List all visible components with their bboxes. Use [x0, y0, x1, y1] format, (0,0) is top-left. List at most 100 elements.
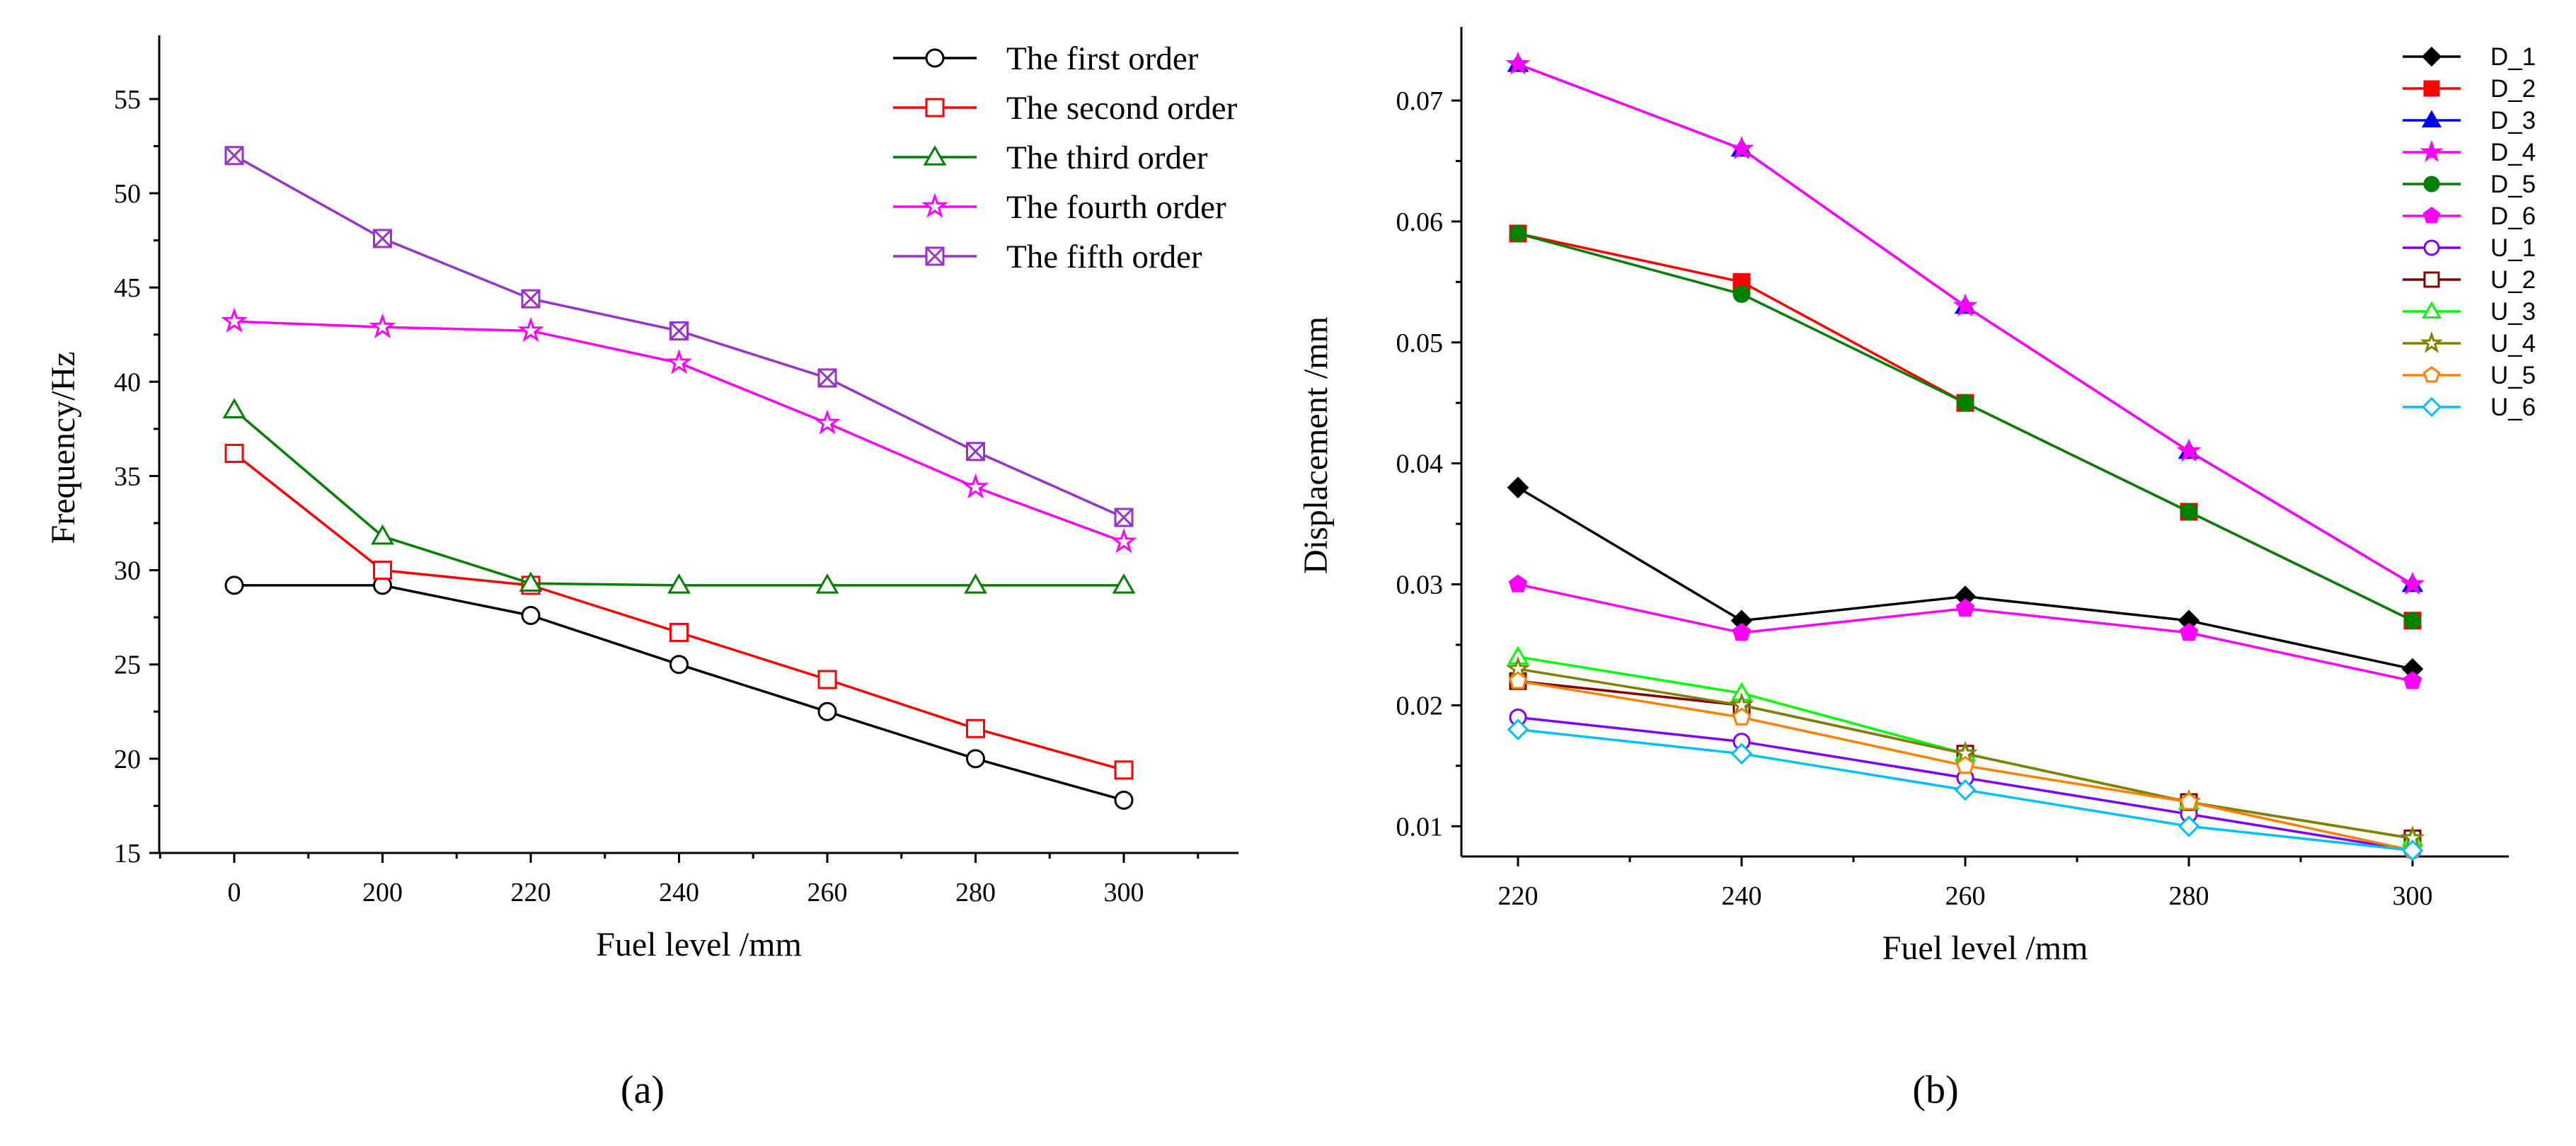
x-tick-label: 280 [955, 878, 996, 907]
legend-marker [2421, 396, 2442, 418]
x-tick-label: 300 [1104, 878, 1144, 907]
data-point [1955, 755, 1975, 774]
x-tick-label: 300 [2393, 881, 2433, 911]
data-point [665, 349, 693, 374]
data-point [1110, 527, 1137, 554]
y-tick-label: 0.03 [1396, 571, 1444, 600]
x-tick-label: 260 [807, 878, 848, 907]
data-point [817, 670, 837, 689]
y-tick-label: 0.04 [1396, 449, 1444, 479]
y-tick-label: 35 [114, 462, 141, 491]
legend-item: D_5 [2403, 171, 2536, 198]
y-tick-label: 40 [114, 367, 141, 397]
data-point [224, 146, 244, 166]
x-tick-label: 240 [659, 878, 699, 907]
x-tick-label: 280 [2169, 881, 2209, 911]
legend-item: U_5 [2403, 362, 2536, 389]
marker-cross [925, 246, 945, 266]
legend-marker [2421, 46, 2442, 67]
x-tick-label: 260 [1945, 881, 1986, 911]
legend-marker [2420, 139, 2444, 162]
legend-label: The second order [1006, 90, 1238, 127]
legend-label: U_6 [2490, 394, 2536, 421]
legend-item: D_2 [2403, 75, 2536, 103]
data-point [817, 368, 837, 388]
legend-marker [2423, 239, 2440, 256]
y-tick-label: 30 [114, 556, 141, 586]
legend-item: U_4 [2403, 330, 2536, 357]
data-point [669, 622, 689, 642]
y-tick-label: 55 [114, 85, 141, 115]
legend-marker [2422, 207, 2441, 224]
legend-label: U_3 [2490, 298, 2536, 326]
data-point [669, 321, 689, 340]
data-point [1953, 293, 1978, 317]
data-point [2403, 612, 2422, 630]
legend-label: The fourth order [1006, 189, 1226, 226]
legend-item: D_3 [2403, 107, 2536, 134]
legend-marker [925, 48, 945, 68]
legend: D_1 D_2 D_3 D_4 D_5 D_6 U_1 U_2 U_3 U_4 U_5 U_6 [2403, 43, 2536, 421]
legend-label: U_2 [2490, 266, 2536, 294]
x-tick-label: 220 [511, 878, 551, 907]
y-tick-label: 0.01 [1396, 812, 1444, 842]
legend-item: D_6 [2403, 202, 2536, 230]
data-point [815, 573, 839, 594]
series-the-fifth-order [224, 146, 1134, 527]
x-tick-label: 200 [362, 878, 403, 907]
data-point [1114, 790, 1134, 810]
series-line [1517, 63, 2413, 586]
data-point [1729, 135, 1754, 160]
y-axis-title: Displacement /mm [1297, 316, 1335, 574]
legend-item: The fourth order [893, 189, 1226, 226]
chart-panel-b: 0.01 0.02 0.03 0.04 0.05 0.06 0.07 220 240 260 280… [1297, 27, 2536, 1112]
legend-item: U_1 [2403, 234, 2536, 262]
data-point [2180, 503, 2198, 521]
series-d_6 [1508, 574, 2422, 689]
legend-item: The second order [893, 90, 1238, 127]
panel-label: (b) [1912, 1068, 1958, 1112]
legend-marker [2422, 366, 2441, 383]
legend-marker [2421, 110, 2442, 127]
data-point [224, 443, 244, 463]
data-point [1954, 779, 1977, 801]
data-point [2403, 671, 2422, 689]
data-point [966, 718, 985, 738]
legend-marker [923, 145, 947, 166]
series-line [234, 584, 1125, 802]
y-tick-label: 45 [114, 273, 141, 303]
data-point [373, 561, 392, 580]
data-point [966, 749, 985, 769]
series-d_3 [1507, 53, 2424, 592]
series-u_5 [1508, 671, 2422, 859]
legend-item: U_2 [2403, 266, 2536, 294]
marker-cross [669, 321, 689, 340]
data-point [1730, 743, 1753, 765]
data-point [814, 409, 841, 435]
legend-label: U_1 [2490, 234, 2536, 262]
y-tick-label: 20 [114, 745, 141, 774]
data-point [2178, 815, 2200, 837]
legend: The first order The second order The third… [893, 40, 1238, 275]
marker-cross [373, 229, 392, 248]
legend-label: The third order [1006, 139, 1208, 176]
series-the-fourth-order [221, 307, 1137, 554]
series-line [1517, 232, 2413, 622]
legend-marker [2423, 271, 2440, 288]
marker-cross [966, 442, 985, 461]
legend-label: D_5 [2490, 171, 2536, 198]
data-point [2401, 840, 2424, 861]
legend-label: D_1 [2490, 43, 2536, 71]
legend-label: D_3 [2490, 107, 2536, 134]
data-point [373, 229, 392, 248]
data-point [1509, 224, 1527, 243]
legend-marker [2423, 80, 2440, 97]
legend-marker [925, 98, 945, 118]
data-point [1505, 51, 1531, 75]
data-point [521, 289, 541, 309]
legend-item: U_6 [2403, 394, 2536, 421]
y-axis-title: Frequency/Hz [45, 352, 82, 544]
data-point [371, 524, 394, 545]
legend-label: D_6 [2490, 202, 2536, 230]
marker-cross [224, 146, 244, 165]
